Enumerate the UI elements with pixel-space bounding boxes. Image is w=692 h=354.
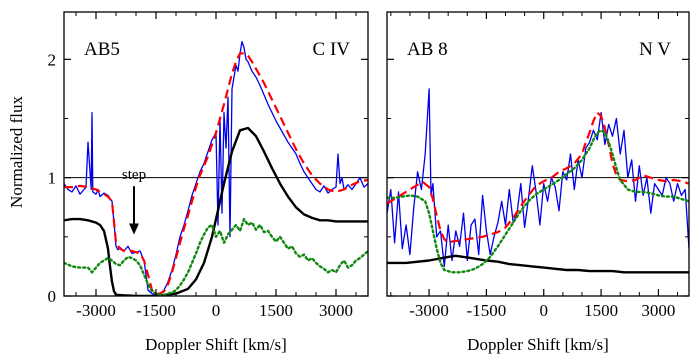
x-tick-label: 3000: [641, 301, 675, 320]
annotation-arrow-head: [129, 223, 139, 235]
plot-frame: [386, 11, 690, 297]
x-tick-label: -1500: [136, 301, 176, 320]
series-model-component-2-line: [387, 129, 689, 274]
series-model-total-line: [387, 111, 689, 244]
x-axis-label: Doppler Shift [km/s]: [145, 335, 287, 354]
x-tick-label: 0: [539, 301, 548, 320]
series-model-component-line: [387, 254, 689, 274]
series-model-component-2-line: [64, 217, 368, 296]
plot-area: [64, 40, 368, 296]
x-axis-label: Doppler Shift [km/s]: [467, 335, 609, 354]
y-axis-label: Normalized flux: [7, 96, 26, 208]
star-label: AB5: [84, 39, 120, 60]
x-tick-label: 1500: [259, 301, 293, 320]
x-tick-label: -3000: [409, 301, 449, 320]
x-tick-label: 0: [212, 301, 221, 320]
plot-area: [387, 88, 689, 274]
panel-nv: -3000 -1500 0 1500 3000 Doppler Shift [km/s] A…: [386, 11, 690, 354]
x-tick-label: -3000: [76, 301, 116, 320]
y-tick-label: 1: [48, 169, 57, 188]
panel-civ: -3000 -1500 0 1500 3000 0 1 2 Doppler Shift [km/…: [48, 11, 369, 354]
annotation-step-label: step: [122, 167, 146, 183]
y-tick-label: 2: [48, 50, 57, 69]
series-model-total-line: [64, 52, 368, 295]
ion-label: C IV: [313, 39, 351, 60]
x-tick-label: 1500: [584, 301, 618, 320]
ion-label: N V: [639, 39, 671, 60]
x-tick-label: 3000: [319, 301, 353, 320]
y-tick-label: 0: [48, 287, 57, 306]
series-model-component-line: [64, 126, 368, 296]
star-label: AB 8: [407, 39, 448, 60]
x-tick-label: -1500: [467, 301, 507, 320]
